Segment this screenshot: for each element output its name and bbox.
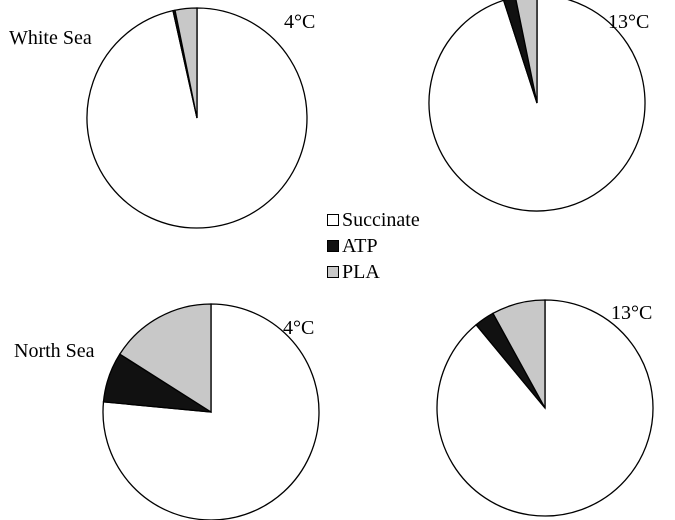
legend-swatch-pla — [327, 266, 339, 278]
temperature-label-north-sea-4c: 4°C — [283, 317, 315, 339]
pie-slice-white-sea-13c-succinate — [428, 0, 646, 212]
legend-label-succinate: Succinate — [342, 209, 420, 231]
site-label-white-sea: White Sea — [9, 27, 92, 49]
legend-label-atp: ATP — [342, 235, 378, 257]
legend-swatch-atp — [327, 240, 339, 252]
pie-slice-white-sea-13c-atp — [502, 0, 538, 104]
legend-item-atp: ATP — [327, 233, 420, 259]
legend-item-succinate: Succinate — [327, 207, 420, 233]
pie-slice-north-sea-13c-pla — [492, 299, 546, 409]
site-label-north-sea: North Sea — [14, 340, 95, 362]
temperature-label-white-sea-4c: 4°C — [284, 11, 316, 33]
temperature-label-white-sea-13c: 13°C — [608, 11, 650, 33]
pie-slice-north-sea-4c-succinate — [102, 303, 320, 520]
legend: Succinate ATP PLA — [327, 207, 420, 285]
temperature-label-north-sea-13c: 13°C — [611, 302, 653, 324]
legend-label-pla: PLA — [342, 261, 380, 283]
pie-slice-white-sea-13c-pla — [515, 0, 538, 104]
legend-swatch-succinate — [327, 214, 339, 226]
pie-slice-north-sea-4c-pla — [118, 303, 212, 414]
legend-item-pla: PLA — [327, 259, 420, 285]
pie-slice-white-sea-4c-pla — [174, 7, 198, 119]
